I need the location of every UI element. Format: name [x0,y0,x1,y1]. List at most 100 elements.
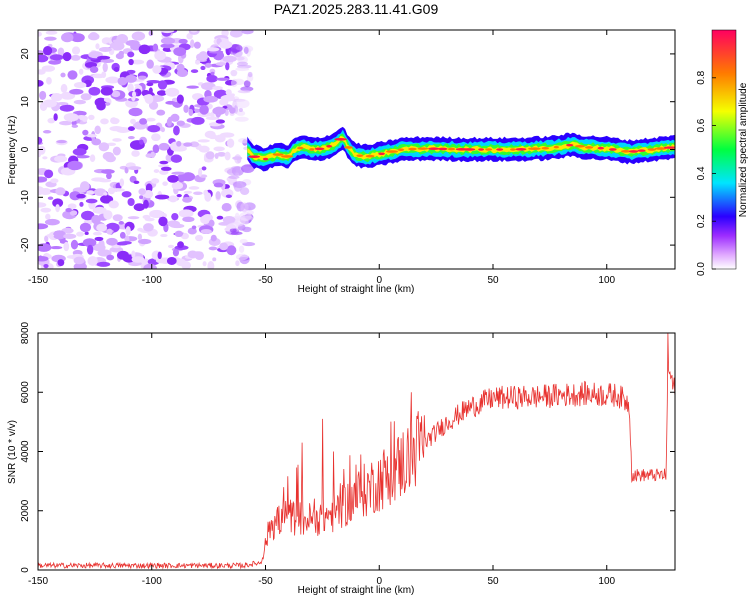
noise-speckle [148,101,159,110]
colorbar-tick-label: 0.0 [696,262,707,276]
noise-speckle [144,217,155,222]
noise-speckle [66,255,77,259]
noise-speckle [176,140,182,147]
noise-speckle [100,118,109,125]
noise-speckle [101,169,115,174]
noise-speckle [86,190,95,195]
noise-speckle [158,216,168,227]
noise-speckle [198,167,203,177]
noise-speckle [167,174,179,183]
noise-speckle [165,87,180,97]
ridge-peak [609,148,617,151]
noise-speckle [173,125,180,136]
noise-speckle [139,195,144,200]
snr-x-ticks: -150 -100 -50 0 50 100 [28,333,616,587]
noise-speckle [216,215,224,220]
noise-speckle [171,171,185,175]
frequency-ridge [247,126,675,172]
noise-speckle [137,227,144,232]
noise-speckle [95,43,100,50]
noise-speckle [69,210,78,216]
noise-speckle [43,45,53,56]
noise-speckle [109,246,124,253]
noise-speckle [199,104,209,115]
noise-speckle [233,182,242,192]
noise-speckle [153,169,160,173]
noise-speckle [82,129,89,136]
noise-speckle [73,262,87,269]
noise-speckle [234,116,249,122]
noise-speckle [150,151,156,159]
noise-speckle [60,83,68,93]
noise-speckle [82,238,97,247]
ridge-peak [637,149,646,152]
snr-panel: -150 -100 -50 0 50 100 0 2000 4000 6000 8000 Heig… [7,321,676,596]
ridge-peak [438,147,448,151]
noise-speckle [44,235,49,242]
noise-speckle [229,44,243,53]
noise-speckle [127,85,133,91]
noise-speckle [86,244,94,255]
noise-speckle [128,58,134,66]
ridge-peak [597,146,605,150]
noise-speckle [182,216,195,223]
noise-speckle [146,59,154,69]
noise-speckle [176,194,182,198]
snr-x-tick-label: -100 [142,576,162,587]
noise-speckle [213,146,225,152]
noise-speckle [230,78,238,88]
noise-speckle [178,38,188,44]
noise-speckle [175,258,186,267]
noise-speckle [63,112,79,122]
noise-speckle [109,41,125,51]
noise-speckle [234,56,245,61]
noise-speckle [237,89,251,94]
noise-speckle [187,227,197,235]
noise-speckle [183,104,189,113]
ridge-peak [620,150,631,153]
noise-speckle [238,245,245,253]
noise-speckle [94,236,104,241]
ridge-peak [378,152,385,156]
noise-speckle [44,36,57,41]
noise-speckle [213,182,224,188]
noise-speckle [84,231,89,236]
noise-speckle [241,30,254,35]
noise-speckle [127,51,135,58]
noise-speckle [229,228,237,233]
snr-plot-area [38,333,675,570]
noise-speckle [105,76,120,84]
noise-speckle [182,196,193,203]
noise-speckle [92,243,106,252]
noise-speckle [79,181,90,192]
ridge-peak [496,148,504,151]
noise-speckle [137,238,152,245]
noise-speckle [226,168,242,176]
noise-speckle [235,67,250,72]
noise-speckle [106,142,117,147]
noise-speckle [137,233,143,241]
noise-speckle [235,260,240,267]
noise-speckle [166,256,177,265]
snr-x-tick-label: 50 [487,576,499,587]
noise-speckle [79,201,84,207]
noise-speckle [127,166,142,171]
noise-speckle [219,132,235,138]
noise-speckle [100,195,114,204]
noise-speckle [73,81,87,89]
noise-speckle [190,30,198,33]
noise-speckle [100,86,113,96]
noise-speckle [151,133,161,142]
noise-speckle [139,118,148,125]
noise-speckle [146,82,154,87]
noise-speckle [65,208,72,213]
noise-speckle [158,142,170,151]
noise-speckle [81,116,88,123]
noise-speckle [148,30,154,37]
spectrogram-x-tick-label: -150 [28,275,48,286]
noise-speckle [206,47,220,52]
noise-speckle [190,39,195,49]
noise-speckle [212,257,217,262]
noise-speckle [38,54,49,63]
noise-speckle [138,44,151,55]
